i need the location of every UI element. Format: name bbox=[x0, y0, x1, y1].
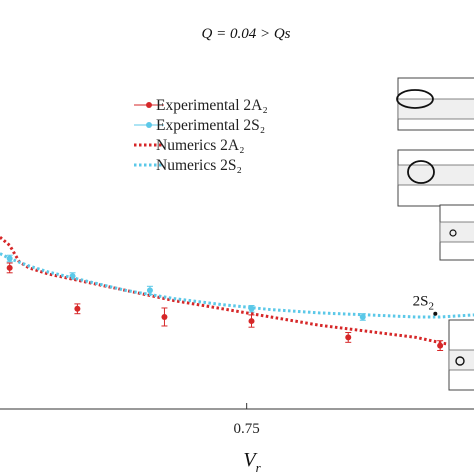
legend-label: Numerics 2S₂ bbox=[156, 157, 242, 174]
x-ticks: 0.75 bbox=[234, 403, 260, 437]
series-line bbox=[0, 236, 474, 350]
x-tick-label: 0.75 bbox=[234, 421, 260, 437]
legend-swatch-marker bbox=[146, 102, 152, 108]
data-point bbox=[437, 342, 444, 349]
data-point bbox=[248, 318, 255, 325]
small-circle-icon bbox=[455, 356, 465, 366]
annotations: 2S2 bbox=[413, 294, 438, 316]
legend-item: Numerics 2S₂ bbox=[134, 157, 242, 174]
ellipse-icon bbox=[396, 89, 434, 109]
legend: Experimental 2A₂ Experimental 2S₂ Numerics… bbox=[134, 97, 268, 174]
legend-label: Experimental 2S₂ bbox=[156, 117, 265, 134]
series-2 bbox=[0, 236, 474, 350]
x-axis-label-base: V bbox=[243, 449, 258, 471]
annotation-label: 2S2 bbox=[413, 294, 434, 313]
circle-icon bbox=[407, 160, 435, 184]
series-line bbox=[0, 252, 474, 319]
data-point bbox=[6, 264, 13, 271]
data-point bbox=[146, 287, 153, 294]
legend-item: Numerics 2A₂ bbox=[134, 137, 244, 154]
small-circle-icon bbox=[449, 229, 457, 237]
data-point bbox=[345, 334, 352, 341]
legend-swatch-marker bbox=[146, 122, 152, 128]
data-point bbox=[74, 305, 81, 312]
legend-label: Experimental 2A₂ bbox=[156, 97, 268, 114]
series-layer bbox=[0, 236, 474, 352]
inset-diagram-3 bbox=[439, 204, 474, 261]
x-axis-label: Vr bbox=[243, 449, 261, 474]
inset-diagram-4 bbox=[448, 319, 474, 391]
legend-label: Numerics 2A₂ bbox=[156, 137, 244, 154]
annotation-marker bbox=[433, 311, 438, 316]
x-axis-label-sub: r bbox=[256, 460, 262, 474]
inset-diagram-1 bbox=[396, 77, 474, 131]
legend-item: Experimental 2A₂ bbox=[134, 97, 268, 114]
inset-diagram-2 bbox=[397, 149, 474, 207]
data-point bbox=[161, 313, 168, 320]
legend-item: Experimental 2S₂ bbox=[134, 117, 265, 134]
chart-title: Q = 0.04 > Qs bbox=[202, 26, 291, 42]
series-3 bbox=[0, 252, 474, 319]
series-1 bbox=[6, 254, 366, 321]
series-0 bbox=[6, 262, 444, 352]
